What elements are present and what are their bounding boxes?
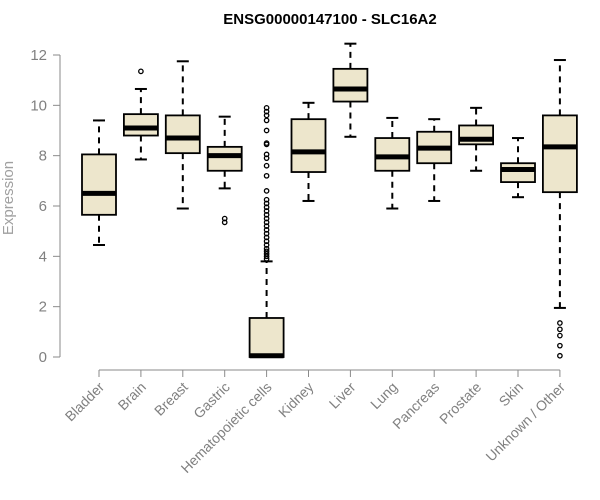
- box-iqr: [332, 67, 369, 103]
- box-group-lung: [374, 116, 411, 210]
- y-tick-label: 0: [39, 349, 47, 366]
- y-tick-label: 2: [39, 299, 47, 316]
- outlier-point: [221, 219, 228, 226]
- outlier-point: [263, 196, 270, 203]
- y-tick-label: 8: [39, 148, 47, 165]
- x-tick-label: Unknown / Other: [482, 379, 568, 465]
- outlier-point: [263, 117, 270, 124]
- outlier-point: [263, 151, 270, 158]
- y-tick-label: 6: [39, 198, 47, 215]
- plot-area: [81, 42, 578, 359]
- outlier-point: [263, 188, 270, 194]
- outlier-point: [263, 140, 270, 146]
- x-tick-label: Brain: [115, 379, 149, 413]
- outlier-point: [138, 68, 144, 75]
- x-tick-label: Lung: [367, 379, 400, 412]
- x-tick-label: Pancreas: [389, 379, 442, 432]
- x-tick-label: Skin: [496, 379, 527, 410]
- box-group-brain: [123, 68, 159, 161]
- outlier-point: [263, 172, 270, 179]
- x-tick-label: Breast: [151, 379, 191, 419]
- box-group-unknown-other: [542, 59, 578, 359]
- x-tick-label: Kidney: [275, 379, 317, 421]
- box-iqr: [206, 145, 243, 172]
- outlier-point: [557, 342, 563, 349]
- box-iqr: [542, 114, 578, 194]
- y-tick-label: 12: [30, 47, 47, 64]
- box-group-liver: [332, 42, 369, 138]
- box-group-skin: [500, 137, 536, 199]
- outlier-point: [263, 162, 270, 169]
- y-tick-label: 4: [39, 248, 47, 265]
- outlier-point: [557, 352, 563, 359]
- outlier-point: [263, 105, 270, 111]
- outlier-point: [557, 332, 563, 339]
- y-tick-label: 10: [30, 97, 47, 114]
- box-iqr: [374, 137, 411, 172]
- outlier-point: [263, 248, 270, 255]
- box-iqr: [164, 114, 201, 155]
- outlier-point: [557, 320, 563, 326]
- x-tick-label: Prostate: [436, 379, 484, 427]
- chart-title: ENSG00000147100 - SLC16A2: [223, 11, 436, 28]
- box-group-hematopoietic-cells: [248, 105, 285, 359]
- box-iqr: [123, 113, 159, 137]
- box-iqr: [500, 162, 536, 183]
- box-group-breast: [164, 60, 201, 210]
- y-axis: 0 2 4 6 8 10 12: [30, 47, 61, 366]
- x-tick-label: Bladder: [62, 379, 108, 425]
- box-iqr: [81, 153, 117, 216]
- outlier-point: [557, 326, 563, 333]
- y-axis-label: Expression: [0, 161, 17, 235]
- box-group-kidney: [290, 101, 327, 202]
- box-group-pancreas: [416, 118, 453, 202]
- outlier-point: [263, 127, 270, 134]
- box-iqr: [290, 118, 327, 173]
- box-group-gastric: [206, 115, 243, 226]
- box-group-bladder: [81, 119, 117, 247]
- box-group-prostate: [458, 106, 495, 172]
- box-iqr: [248, 317, 285, 358]
- x-tick-label: Liver: [326, 379, 359, 412]
